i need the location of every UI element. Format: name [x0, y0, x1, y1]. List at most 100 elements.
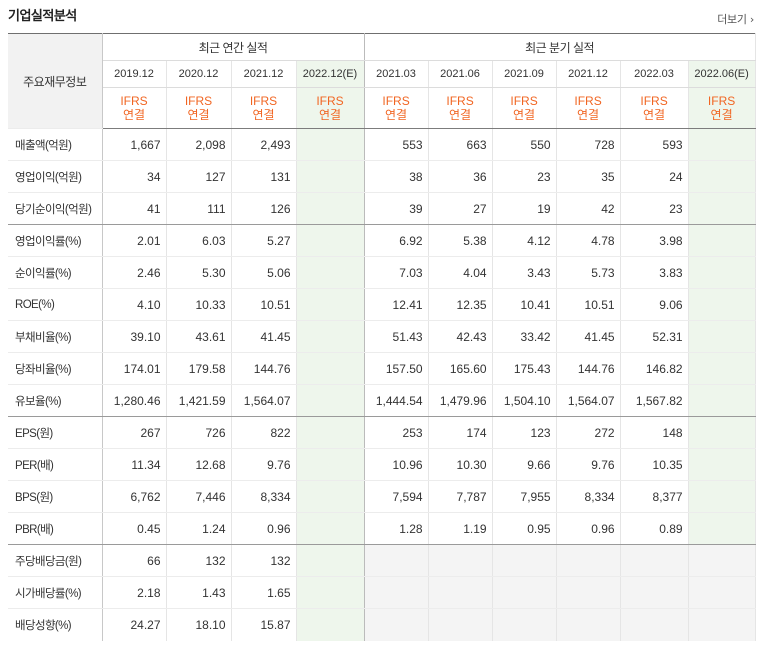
annual-value-cell: 9.76	[231, 448, 297, 481]
table-row: 매출액(억원) 1,667 2,098 2,493 553 663 550 728 593	[8, 128, 756, 161]
quarter-value-cell	[688, 448, 756, 481]
ifrs-basis-header: IFRS 연결	[428, 87, 493, 129]
table-row: 영업이익(억원) 34 127 131 38 36 23 35 24	[8, 160, 756, 193]
quarter-value-cell: 9.06	[620, 288, 689, 321]
quarter-value-cell: 12.35	[428, 288, 493, 321]
more-link[interactable]: 더보기 ›	[717, 11, 754, 27]
ifrs-label: IFRS	[510, 94, 538, 108]
annual-group-header: 최근 연간 실적	[102, 33, 365, 61]
annual-value-cell	[296, 448, 365, 481]
annual-value-cell: 174.01	[102, 352, 167, 385]
quarter-value-cell	[688, 384, 756, 417]
quarter-value-cell: 123	[492, 416, 557, 449]
row-label: 배당성향(%)	[8, 608, 103, 641]
basis-label: 연결	[252, 108, 275, 122]
empty-cell	[688, 608, 756, 641]
period-header: 2021.06	[428, 60, 493, 88]
quarter-value-cell: 7,787	[428, 480, 493, 513]
quarter-value-cell: 23	[492, 160, 557, 193]
table-row: 주당배당금(원) 66 132 132	[8, 544, 756, 577]
annual-value-cell: 267	[102, 416, 167, 449]
annual-value-cell: 41.45	[231, 320, 297, 353]
annual-value-cell: 2,098	[166, 128, 232, 161]
quarter-value-cell: 3.43	[492, 256, 557, 289]
ifrs-label: IFRS	[316, 94, 344, 108]
quarter-value-cell: 4.12	[492, 224, 557, 257]
empty-cell	[492, 608, 557, 641]
annual-value-cell: 10.51	[231, 288, 297, 321]
period-header: 2021.12	[556, 60, 621, 88]
basis-label: 연결	[577, 108, 600, 122]
quarter-value-cell	[688, 480, 756, 513]
annual-value-cell: 2,493	[231, 128, 297, 161]
quarter-value-cell: 5.73	[556, 256, 621, 289]
quarter-value-cell: 0.96	[556, 512, 621, 545]
quarter-value-cell	[688, 160, 756, 193]
empty-cell	[620, 576, 689, 609]
row-label: PBR(배)	[8, 512, 103, 545]
quarter-value-cell: 5.38	[428, 224, 493, 257]
basis-label: 연결	[710, 108, 733, 122]
annual-value-cell: 66	[102, 544, 167, 577]
quarter-value-cell: 35	[556, 160, 621, 193]
annual-value-cell	[296, 352, 365, 385]
empty-cell	[428, 544, 493, 577]
financial-table: 주요재무정보 최근 연간 실적 최근 분기 실적 2019.12 2020.12 2…	[8, 33, 756, 641]
annual-value-cell: 12.68	[166, 448, 232, 481]
annual-value-cell	[296, 256, 365, 289]
quarter-value-cell: 7,955	[492, 480, 557, 513]
annual-value-cell: 132	[166, 544, 232, 577]
ifrs-basis-header: IFRS 연결	[102, 87, 167, 129]
table-row: 시가배당률(%) 2.18 1.43 1.65	[8, 576, 756, 609]
quarter-value-cell: 144.76	[556, 352, 621, 385]
quarter-value-cell: 1,504.10	[492, 384, 557, 417]
quarter-value-cell: 1,444.54	[364, 384, 429, 417]
quarter-value-cell: 9.76	[556, 448, 621, 481]
ifrs-basis-header: IFRS 연결	[688, 87, 756, 129]
quarter-value-cell	[688, 224, 756, 257]
quarter-value-cell: 42.43	[428, 320, 493, 353]
table-row: BPS(원) 6,762 7,446 8,334 7,594 7,787 7,955 8,33…	[8, 480, 756, 513]
ifrs-label: IFRS	[707, 94, 736, 108]
row-label: EPS(원)	[8, 416, 103, 449]
table-row: 당좌비율(%) 174.01 179.58 144.76 157.50 165.60 175…	[8, 352, 756, 385]
annual-value-cell: 4.10	[102, 288, 167, 321]
annual-value-cell	[296, 192, 365, 225]
quarter-value-cell: 175.43	[492, 352, 557, 385]
ifrs-basis-header: IFRS 연결	[556, 87, 621, 129]
annual-value-cell: 126	[231, 192, 297, 225]
quarter-value-cell: 1.19	[428, 512, 493, 545]
period-header: 2021.09	[492, 60, 557, 88]
quarter-value-cell: 148	[620, 416, 689, 449]
annual-value-cell	[296, 416, 365, 449]
quarter-value-cell: 157.50	[364, 352, 429, 385]
ifrs-label: IFRS	[120, 94, 148, 108]
annual-value-cell	[296, 544, 365, 577]
table-row: 유보율(%) 1,280.46 1,421.59 1,564.07 1,444.54 1,…	[8, 384, 756, 417]
table-row: 당기순이익(억원) 41 111 126 39 27 19 42 23	[8, 192, 756, 225]
ifrs-label: IFRS	[249, 94, 278, 108]
ifrs-label: IFRS	[382, 94, 410, 108]
annual-value-cell: 1,564.07	[231, 384, 297, 417]
annual-value-cell: 39.10	[102, 320, 167, 353]
table-row: ROE(%) 4.10 10.33 10.51 12.41 12.35 10.41 10.51…	[8, 288, 756, 321]
quarter-value-cell: 10.35	[620, 448, 689, 481]
period-header: 2021.12	[231, 60, 297, 88]
quarter-value-cell: 165.60	[428, 352, 493, 385]
row-label: 부채비율(%)	[8, 320, 103, 353]
ifrs-basis-header: IFRS 연결	[620, 87, 689, 129]
annual-value-cell: 6,762	[102, 480, 167, 513]
quarter-group-header: 최근 분기 실적	[364, 33, 756, 61]
quarter-value-cell: 174	[428, 416, 493, 449]
annual-value-cell: 7,446	[166, 480, 232, 513]
quarter-value-cell: 3.98	[620, 224, 689, 257]
quarter-value-cell: 42	[556, 192, 621, 225]
annual-value-cell: 8,334	[231, 480, 297, 513]
quarter-value-cell: 39	[364, 192, 429, 225]
quarter-value-cell: 1,564.07	[556, 384, 621, 417]
annual-value-cell: 127	[166, 160, 232, 193]
quarter-value-cell	[688, 320, 756, 353]
basis-label: 연결	[187, 108, 210, 122]
quarter-value-cell	[688, 288, 756, 321]
table-row: EPS(원) 267 726 822 253 174 123 272 148	[8, 416, 756, 449]
